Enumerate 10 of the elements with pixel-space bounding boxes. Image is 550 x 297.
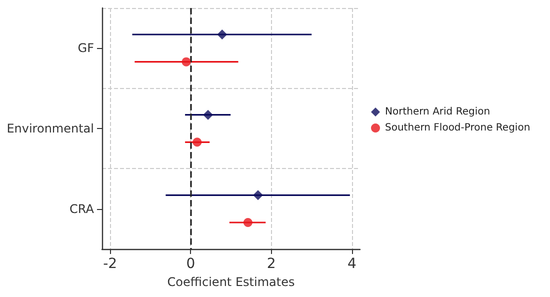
legend-label: Southern Flood-Prone Region bbox=[385, 122, 530, 134]
y-tick-label: GF bbox=[78, 41, 94, 56]
x-tick-label: 4 bbox=[347, 256, 356, 272]
x-axis-title: Coefficient Estimates bbox=[167, 274, 295, 289]
y-tick-label: Environmental bbox=[6, 122, 94, 136]
x-tick-label: 2 bbox=[266, 256, 276, 272]
x-tick-label: -2 bbox=[103, 256, 118, 272]
y-tick-label: CRA bbox=[70, 202, 95, 216]
legend-label: Northern Arid Region bbox=[385, 106, 490, 118]
x-tick-label: 0 bbox=[186, 256, 196, 272]
